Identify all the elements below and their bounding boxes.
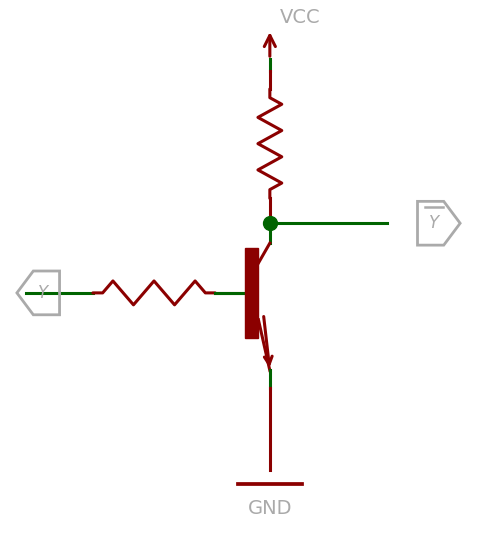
Bar — [245, 248, 259, 338]
Text: GND: GND — [247, 499, 292, 518]
Text: VCC: VCC — [280, 8, 320, 27]
Text: Y: Y — [429, 214, 439, 232]
Text: Y: Y — [38, 284, 48, 302]
